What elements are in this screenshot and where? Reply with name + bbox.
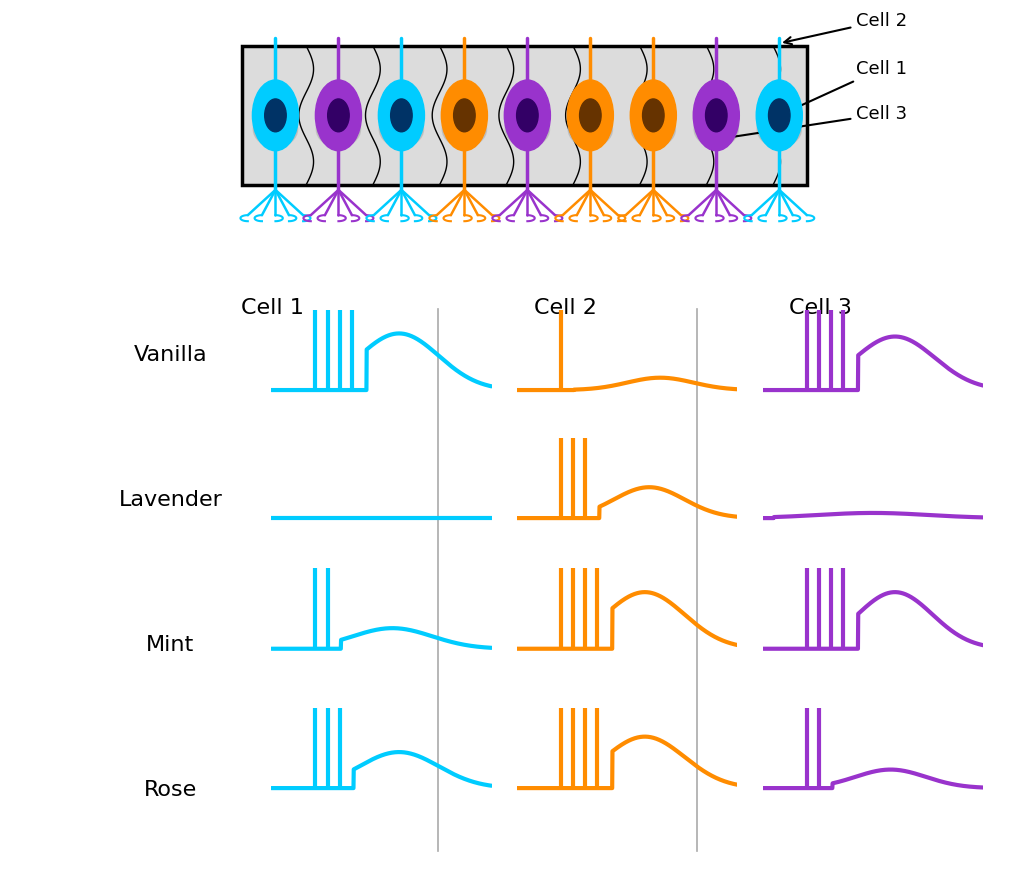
Ellipse shape — [391, 99, 413, 132]
Ellipse shape — [328, 99, 349, 132]
Ellipse shape — [316, 111, 360, 147]
Text: Vanilla: Vanilla — [133, 346, 207, 366]
Ellipse shape — [706, 99, 727, 132]
Ellipse shape — [264, 99, 287, 132]
Ellipse shape — [567, 80, 613, 151]
Text: Cell 3: Cell 3 — [721, 105, 907, 141]
Ellipse shape — [442, 111, 486, 147]
Ellipse shape — [504, 80, 551, 151]
Text: Cell 2: Cell 2 — [784, 11, 907, 44]
Ellipse shape — [454, 99, 475, 132]
Ellipse shape — [379, 111, 424, 147]
Ellipse shape — [768, 99, 791, 132]
Text: Mint: Mint — [146, 635, 195, 655]
Ellipse shape — [757, 111, 802, 147]
Text: Rose: Rose — [143, 780, 197, 800]
Ellipse shape — [315, 80, 361, 151]
Ellipse shape — [580, 99, 601, 132]
Ellipse shape — [643, 99, 664, 132]
Ellipse shape — [253, 80, 299, 151]
Ellipse shape — [505, 111, 550, 147]
Bar — [242, 46, 807, 185]
Ellipse shape — [631, 111, 676, 147]
Ellipse shape — [253, 111, 298, 147]
Ellipse shape — [631, 80, 676, 151]
Ellipse shape — [568, 111, 612, 147]
Text: Lavender: Lavender — [119, 490, 222, 510]
Text: Cell 1: Cell 1 — [241, 298, 304, 318]
Ellipse shape — [756, 80, 803, 151]
Text: Cell 2: Cell 2 — [535, 298, 597, 318]
Ellipse shape — [441, 80, 487, 151]
Text: Cell 3: Cell 3 — [790, 298, 852, 318]
Ellipse shape — [693, 80, 739, 151]
Text: Cell 1: Cell 1 — [784, 59, 907, 113]
Ellipse shape — [517, 99, 539, 132]
Ellipse shape — [694, 111, 738, 147]
Ellipse shape — [379, 80, 425, 151]
